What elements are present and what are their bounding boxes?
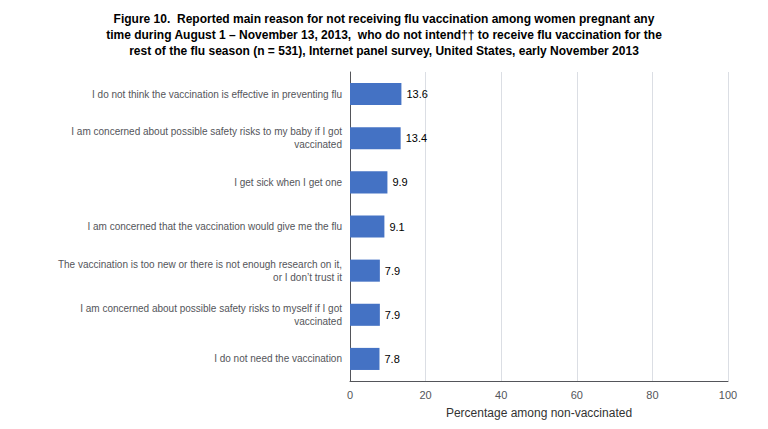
svg-text:40: 40 [495, 389, 507, 401]
svg-text:9.1: 9.1 [389, 221, 404, 233]
svg-text:The vaccination is too new or: The vaccination is too new or there is n… [58, 259, 342, 270]
svg-text:100: 100 [719, 389, 737, 401]
svg-text:rest of the flu season (n = 53: rest of the flu season (n = 531), Intern… [129, 44, 639, 58]
svg-text:Figure 10. Reported main reas: Figure 10. Reported main reason for not … [114, 12, 655, 26]
svg-text:I am concerned that the vaccin: I am concerned that the vaccination woul… [87, 221, 342, 232]
svg-text:20: 20 [419, 389, 431, 401]
svg-text:13.6: 13.6 [406, 88, 427, 100]
svg-text:I get sick when I get one: I get sick when I get one [234, 177, 342, 188]
svg-text:I do not think the vaccination: I do not think the vaccination is effect… [92, 89, 342, 100]
svg-text:vaccinated: vaccinated [294, 316, 342, 327]
svg-text:7.9: 7.9 [385, 265, 400, 277]
svg-text:I do not need the vaccination: I do not need the vaccination [214, 353, 342, 364]
svg-text:60: 60 [571, 389, 583, 401]
svg-text:7.9: 7.9 [385, 309, 400, 321]
svg-text:or I don’t trust it: or I don’t trust it [273, 272, 342, 283]
svg-text:Percentage among non-vaccinate: Percentage among non-vaccinated [446, 406, 632, 420]
svg-text:0: 0 [347, 389, 353, 401]
svg-text:I am concerned about possible: I am concerned about possible safety ris… [80, 303, 342, 314]
svg-text:9.9: 9.9 [392, 176, 407, 188]
svg-text:I am concerned about possible: I am concerned about possible safety ris… [71, 126, 342, 137]
svg-text:vaccinated: vaccinated [294, 139, 342, 150]
svg-text:7.8: 7.8 [384, 353, 399, 365]
svg-text:80: 80 [646, 389, 658, 401]
svg-text:time during August 1 – Novembe: time during August 1 – November 13, 2013… [106, 28, 662, 42]
svg-text:13.4: 13.4 [406, 132, 427, 144]
